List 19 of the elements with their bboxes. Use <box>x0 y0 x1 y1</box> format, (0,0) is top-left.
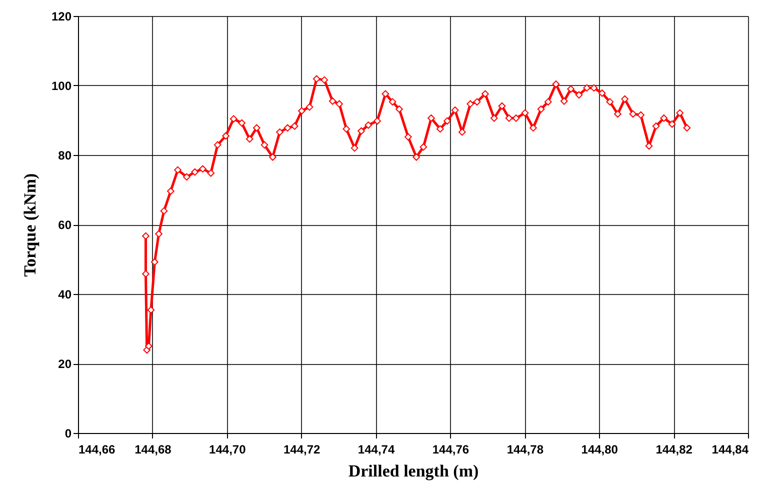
x-tick-label: 144,84 <box>712 442 749 456</box>
x-tick-label: 144,74 <box>358 442 395 456</box>
y-tick-label: 100 <box>51 79 72 93</box>
y-tick-label: 60 <box>58 218 72 232</box>
x-tick-label: 144,76 <box>432 442 470 456</box>
y-tick-label: 40 <box>58 288 72 302</box>
y-tick-label: 20 <box>58 357 72 371</box>
x-axis-title: Drilled length (m) <box>348 462 479 480</box>
x-tick-label: 144,80 <box>581 442 618 456</box>
x-tick-label: 144,78 <box>506 442 544 456</box>
x-tick-label: 144,70 <box>209 442 246 456</box>
x-tick-label: 144,68 <box>134 442 172 456</box>
y-tick-label: 0 <box>64 426 72 440</box>
y-tick-label: 120 <box>51 10 72 24</box>
y-tick-label: 80 <box>58 148 72 162</box>
x-tick-label: 144,72 <box>283 442 321 456</box>
x-tick-label: 144,82 <box>656 442 693 456</box>
x-tick-label: 144,66 <box>78 442 116 456</box>
y-axis-title: Torque (kNm) <box>20 173 40 277</box>
